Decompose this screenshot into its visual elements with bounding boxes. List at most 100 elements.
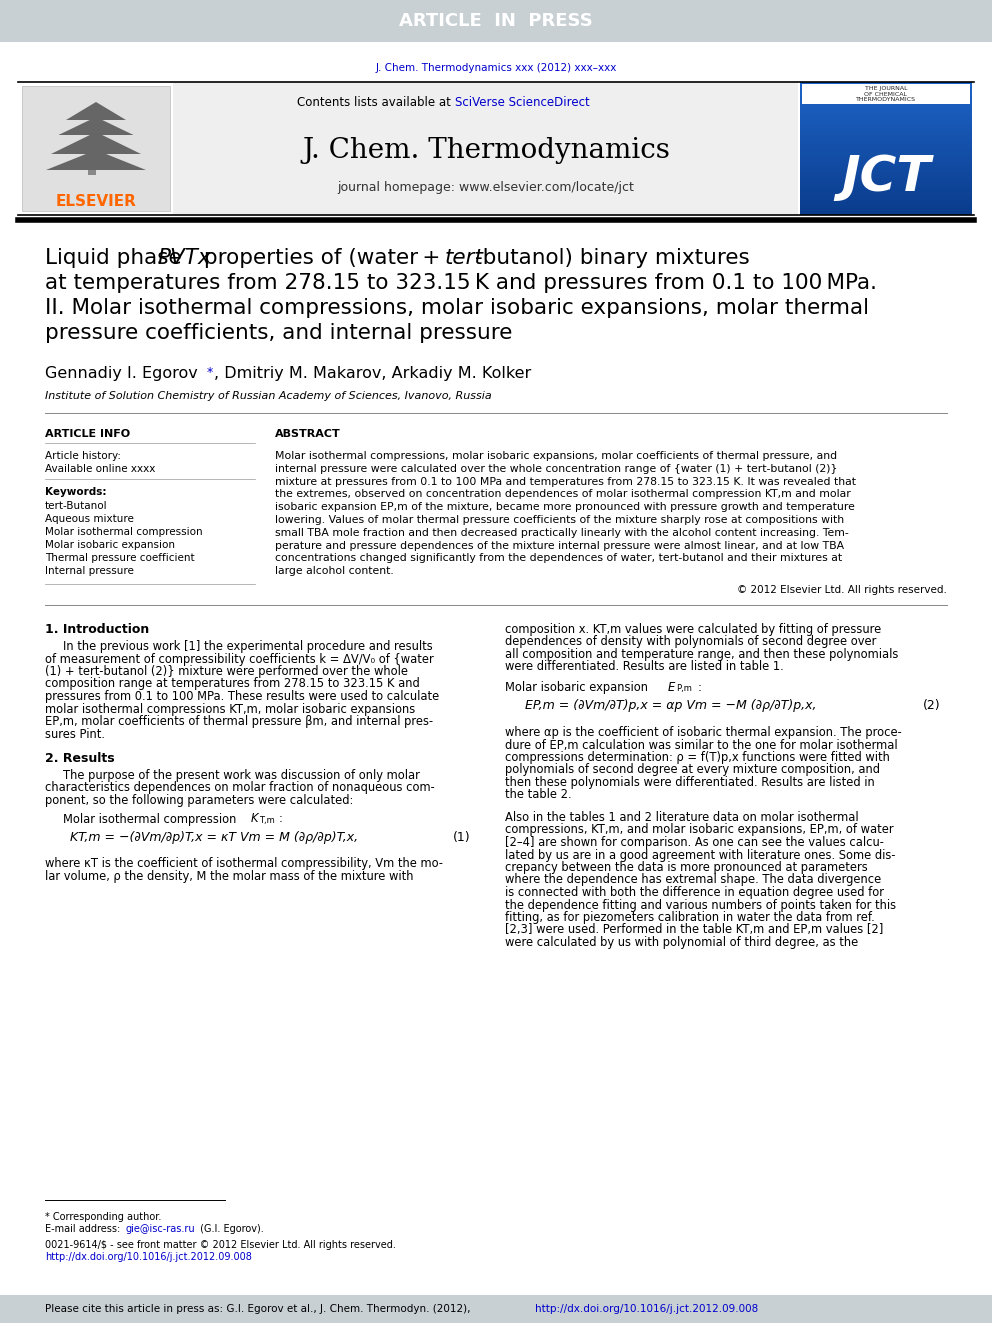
Text: K: K [251,812,259,826]
Bar [802,83,970,105]
Text: KT,m = −(∂Vm/∂p)T,x = κT Vm = M (∂ρ/∂p)T,x,: KT,m = −(∂Vm/∂p)T,x = κT Vm = M (∂ρ/∂p)T… [70,831,358,844]
Text: 2. Results: 2. Results [45,751,115,765]
Text: T,m: T,m [259,815,275,824]
Text: Article history:: Article history: [45,451,121,460]
Text: dependences of density with polynomials of second degree over: dependences of density with polynomials … [505,635,876,648]
Text: of measurement of compressibility coefficients k = ΔV/V₀ of {water: of measurement of compressibility coeffi… [45,652,434,665]
Text: E-mail address:: E-mail address: [45,1224,123,1234]
Text: ARTICLE INFO: ARTICLE INFO [45,429,130,439]
Text: lar volume, ρ the density, M the molar mass of the mixture with: lar volume, ρ the density, M the molar m… [45,871,414,882]
Text: fitting, as for piezometers calibration in water the data from ref.: fitting, as for piezometers calibration … [505,912,875,923]
Text: Keywords:: Keywords: [45,487,106,497]
Text: all composition and temperature range, and then these polynomials: all composition and temperature range, a… [505,648,899,662]
Text: (1) + tert-butanol (2)} mixture were performed over the whole: (1) + tert-butanol (2)} mixture were per… [45,665,408,677]
Text: internal pressure were calculated over the whole concentration range of {water (: internal pressure were calculated over t… [275,464,837,474]
Text: where αp is the coefficient of isobaric thermal expansion. The proce-: where αp is the coefficient of isobaric … [505,726,902,740]
Text: compressions, KT,m, and molar isobaric expansions, EP,m, of water: compressions, KT,m, and molar isobaric e… [505,823,894,836]
Text: the table 2.: the table 2. [505,789,571,802]
Text: were calculated by us with polynomial of third degree, as the: were calculated by us with polynomial of… [505,935,858,949]
Text: II. Molar isothermal compressions, molar isobaric expansions, molar thermal: II. Molar isothermal compressions, molar… [45,298,869,318]
Text: then these polynomials were differentiated. Results are listed in: then these polynomials were differentiat… [505,777,875,789]
Text: In the previous work [1] the experimental procedure and results: In the previous work [1] the experimenta… [63,640,433,654]
Text: Internal pressure: Internal pressure [45,566,134,576]
Text: http://dx.doi.org/10.1016/j.jct.2012.09.008: http://dx.doi.org/10.1016/j.jct.2012.09.… [535,1304,758,1314]
Text: * Corresponding author.: * Corresponding author. [45,1212,162,1222]
Text: :: : [279,812,283,826]
Text: THE JOURNAL
OF CHEMICAL
THERMODYNAMICS: THE JOURNAL OF CHEMICAL THERMODYNAMICS [856,86,916,102]
Text: concentrations changed significantly from the dependences of water, tert-butanol: concentrations changed significantly fro… [275,553,842,564]
Polygon shape [59,116,134,135]
Bar [22,86,170,210]
Text: lowering. Values of molar thermal pressure coefficients of the mixture sharply r: lowering. Values of molar thermal pressu… [275,515,844,525]
Text: (1): (1) [452,831,470,844]
Text: lated by us are in a good agreement with literature ones. Some dis-: lated by us are in a good agreement with… [505,848,896,861]
Text: :: : [698,681,702,695]
Text: tert-Butanol: tert-Butanol [45,501,107,511]
Text: characteristics dependences on molar fraction of nonaqueous com-: characteristics dependences on molar fra… [45,782,434,795]
Text: ponent, so the following parameters were calculated:: ponent, so the following parameters were… [45,794,353,807]
Bar [18,82,173,216]
Text: crepancy between the data is more pronounced at parameters: crepancy between the data is more pronou… [505,861,868,875]
Text: Molar isothermal compressions, molar isobaric expansions, molar coefficients of : Molar isothermal compressions, molar iso… [275,451,837,460]
Text: J. Chem. Thermodynamics: J. Chem. Thermodynamics [302,136,670,164]
Text: JCT: JCT [841,153,930,201]
Polygon shape [51,132,141,153]
Text: ARTICLE  IN  PRESS: ARTICLE IN PRESS [399,12,593,30]
Text: polynomials of second degree at every mixture composition, and: polynomials of second degree at every mi… [505,763,880,777]
Bar [173,82,798,216]
Text: at temperatures from 278.15 to 323.15 K and pressures from 0.1 to 100 MPa.: at temperatures from 278.15 to 323.15 K … [45,273,877,292]
Text: compressions determination: ρ = f(T)p,x functions were fitted with: compressions determination: ρ = f(T)p,x … [505,751,890,763]
Text: SciVerse ScienceDirect: SciVerse ScienceDirect [455,95,590,108]
Text: ELSEVIER: ELSEVIER [56,194,137,209]
Text: large alcohol content.: large alcohol content. [275,566,394,577]
Text: , Dmitriy M. Makarov, Arkadiy M. Kolker: , Dmitriy M. Makarov, Arkadiy M. Kolker [214,366,532,381]
Text: gie@isc-ras.ru: gie@isc-ras.ru [125,1224,194,1234]
Text: composition range at temperatures from 278.15 to 323.15 K and: composition range at temperatures from 2… [45,677,420,691]
Text: isobaric expansion EP,m of the mixture, became more pronounced with pressure gro: isobaric expansion EP,m of the mixture, … [275,503,855,512]
Text: Aqueous mixture: Aqueous mixture [45,515,134,524]
Bar [88,155,96,175]
Text: Molar isobaric expansion: Molar isobaric expansion [45,540,175,550]
Text: [2,3] were used. Performed in the table KT,m and EP,m values [2]: [2,3] were used. Performed in the table … [505,923,883,937]
Text: [2–4] are shown for comparison. As one can see the values calcu-: [2–4] are shown for comparison. As one c… [505,836,884,849]
Text: Liquid phase: Liquid phase [45,247,188,269]
Text: EP,m, molar coefficients of thermal pressure βm, and internal pres-: EP,m, molar coefficients of thermal pres… [45,714,434,728]
Text: were differentiated. Results are listed in table 1.: were differentiated. Results are listed … [505,660,784,673]
Text: P,m: P,m [676,684,691,693]
Text: tert: tert [445,247,484,269]
Text: 1. Introduction: 1. Introduction [45,623,149,636]
Text: perature and pressure dependences of the mixture internal pressure were almost l: perature and pressure dependences of the… [275,541,844,550]
Text: (G.I. Egorov).: (G.I. Egorov). [197,1224,264,1234]
Text: Molar isothermal compression: Molar isothermal compression [63,812,240,826]
Text: journal homepage: www.elsevier.com/locate/jct: journal homepage: www.elsevier.com/locat… [337,180,635,193]
Text: Thermal pressure coefficient: Thermal pressure coefficient [45,553,194,564]
Text: -butanol) binary mixtures: -butanol) binary mixtures [475,247,750,269]
Text: J. Chem. Thermodynamics xxx (2012) xxx–xxx: J. Chem. Thermodynamics xxx (2012) xxx–x… [375,64,617,73]
Text: Please cite this article in press as: G.I. Egorov et al., J. Chem. Thermodyn. (2: Please cite this article in press as: G.… [45,1304,474,1314]
Text: properties of (water +: properties of (water + [197,247,444,269]
Text: Also in the tables 1 and 2 literature data on molar isothermal: Also in the tables 1 and 2 literature da… [505,811,859,824]
Polygon shape [46,149,146,169]
Text: is connected with both the difference in equation degree used for: is connected with both the difference in… [505,886,884,900]
Text: Molar isobaric expansion: Molar isobaric expansion [505,681,652,695]
Text: *: * [207,366,213,378]
Text: (2): (2) [923,700,940,713]
Text: dure of EP,m calculation was similar to the one for molar isothermal: dure of EP,m calculation was similar to … [505,738,898,751]
Bar [0,0,992,42]
Text: composition x. KT,m values were calculated by fitting of pressure: composition x. KT,m values were calculat… [505,623,881,636]
Bar [0,1295,992,1323]
Text: Available online xxxx: Available online xxxx [45,464,156,474]
Text: © 2012 Elsevier Ltd. All rights reserved.: © 2012 Elsevier Ltd. All rights reserved… [737,585,947,595]
Text: where κT is the coefficient of isothermal compressibility, Vm the mo-: where κT is the coefficient of isotherma… [45,857,443,871]
Text: Molar isothermal compression: Molar isothermal compression [45,527,202,537]
Text: pressures from 0.1 to 100 MPa. These results were used to calculate: pressures from 0.1 to 100 MPa. These res… [45,691,439,703]
Text: Gennadiy I. Egorov: Gennadiy I. Egorov [45,366,203,381]
Text: 0021-9614/$ - see front matter © 2012 Elsevier Ltd. All rights reserved.: 0021-9614/$ - see front matter © 2012 El… [45,1240,396,1250]
Text: the extremes, observed on concentration dependences of molar isothermal compress: the extremes, observed on concentration … [275,490,851,499]
Text: molar isothermal compressions KT,m, molar isobaric expansions: molar isothermal compressions KT,m, mola… [45,703,416,716]
Text: http://dx.doi.org/10.1016/j.jct.2012.09.008: http://dx.doi.org/10.1016/j.jct.2012.09.… [45,1252,252,1262]
Text: pressure coefficients, and internal pressure: pressure coefficients, and internal pres… [45,323,513,343]
Text: where the dependence has extremal shape. The data divergence: where the dependence has extremal shape.… [505,873,881,886]
Text: PVTx: PVTx [157,247,210,269]
Text: small TBA mole fraction and then decreased practically linearly with the alcohol: small TBA mole fraction and then decreas… [275,528,849,538]
